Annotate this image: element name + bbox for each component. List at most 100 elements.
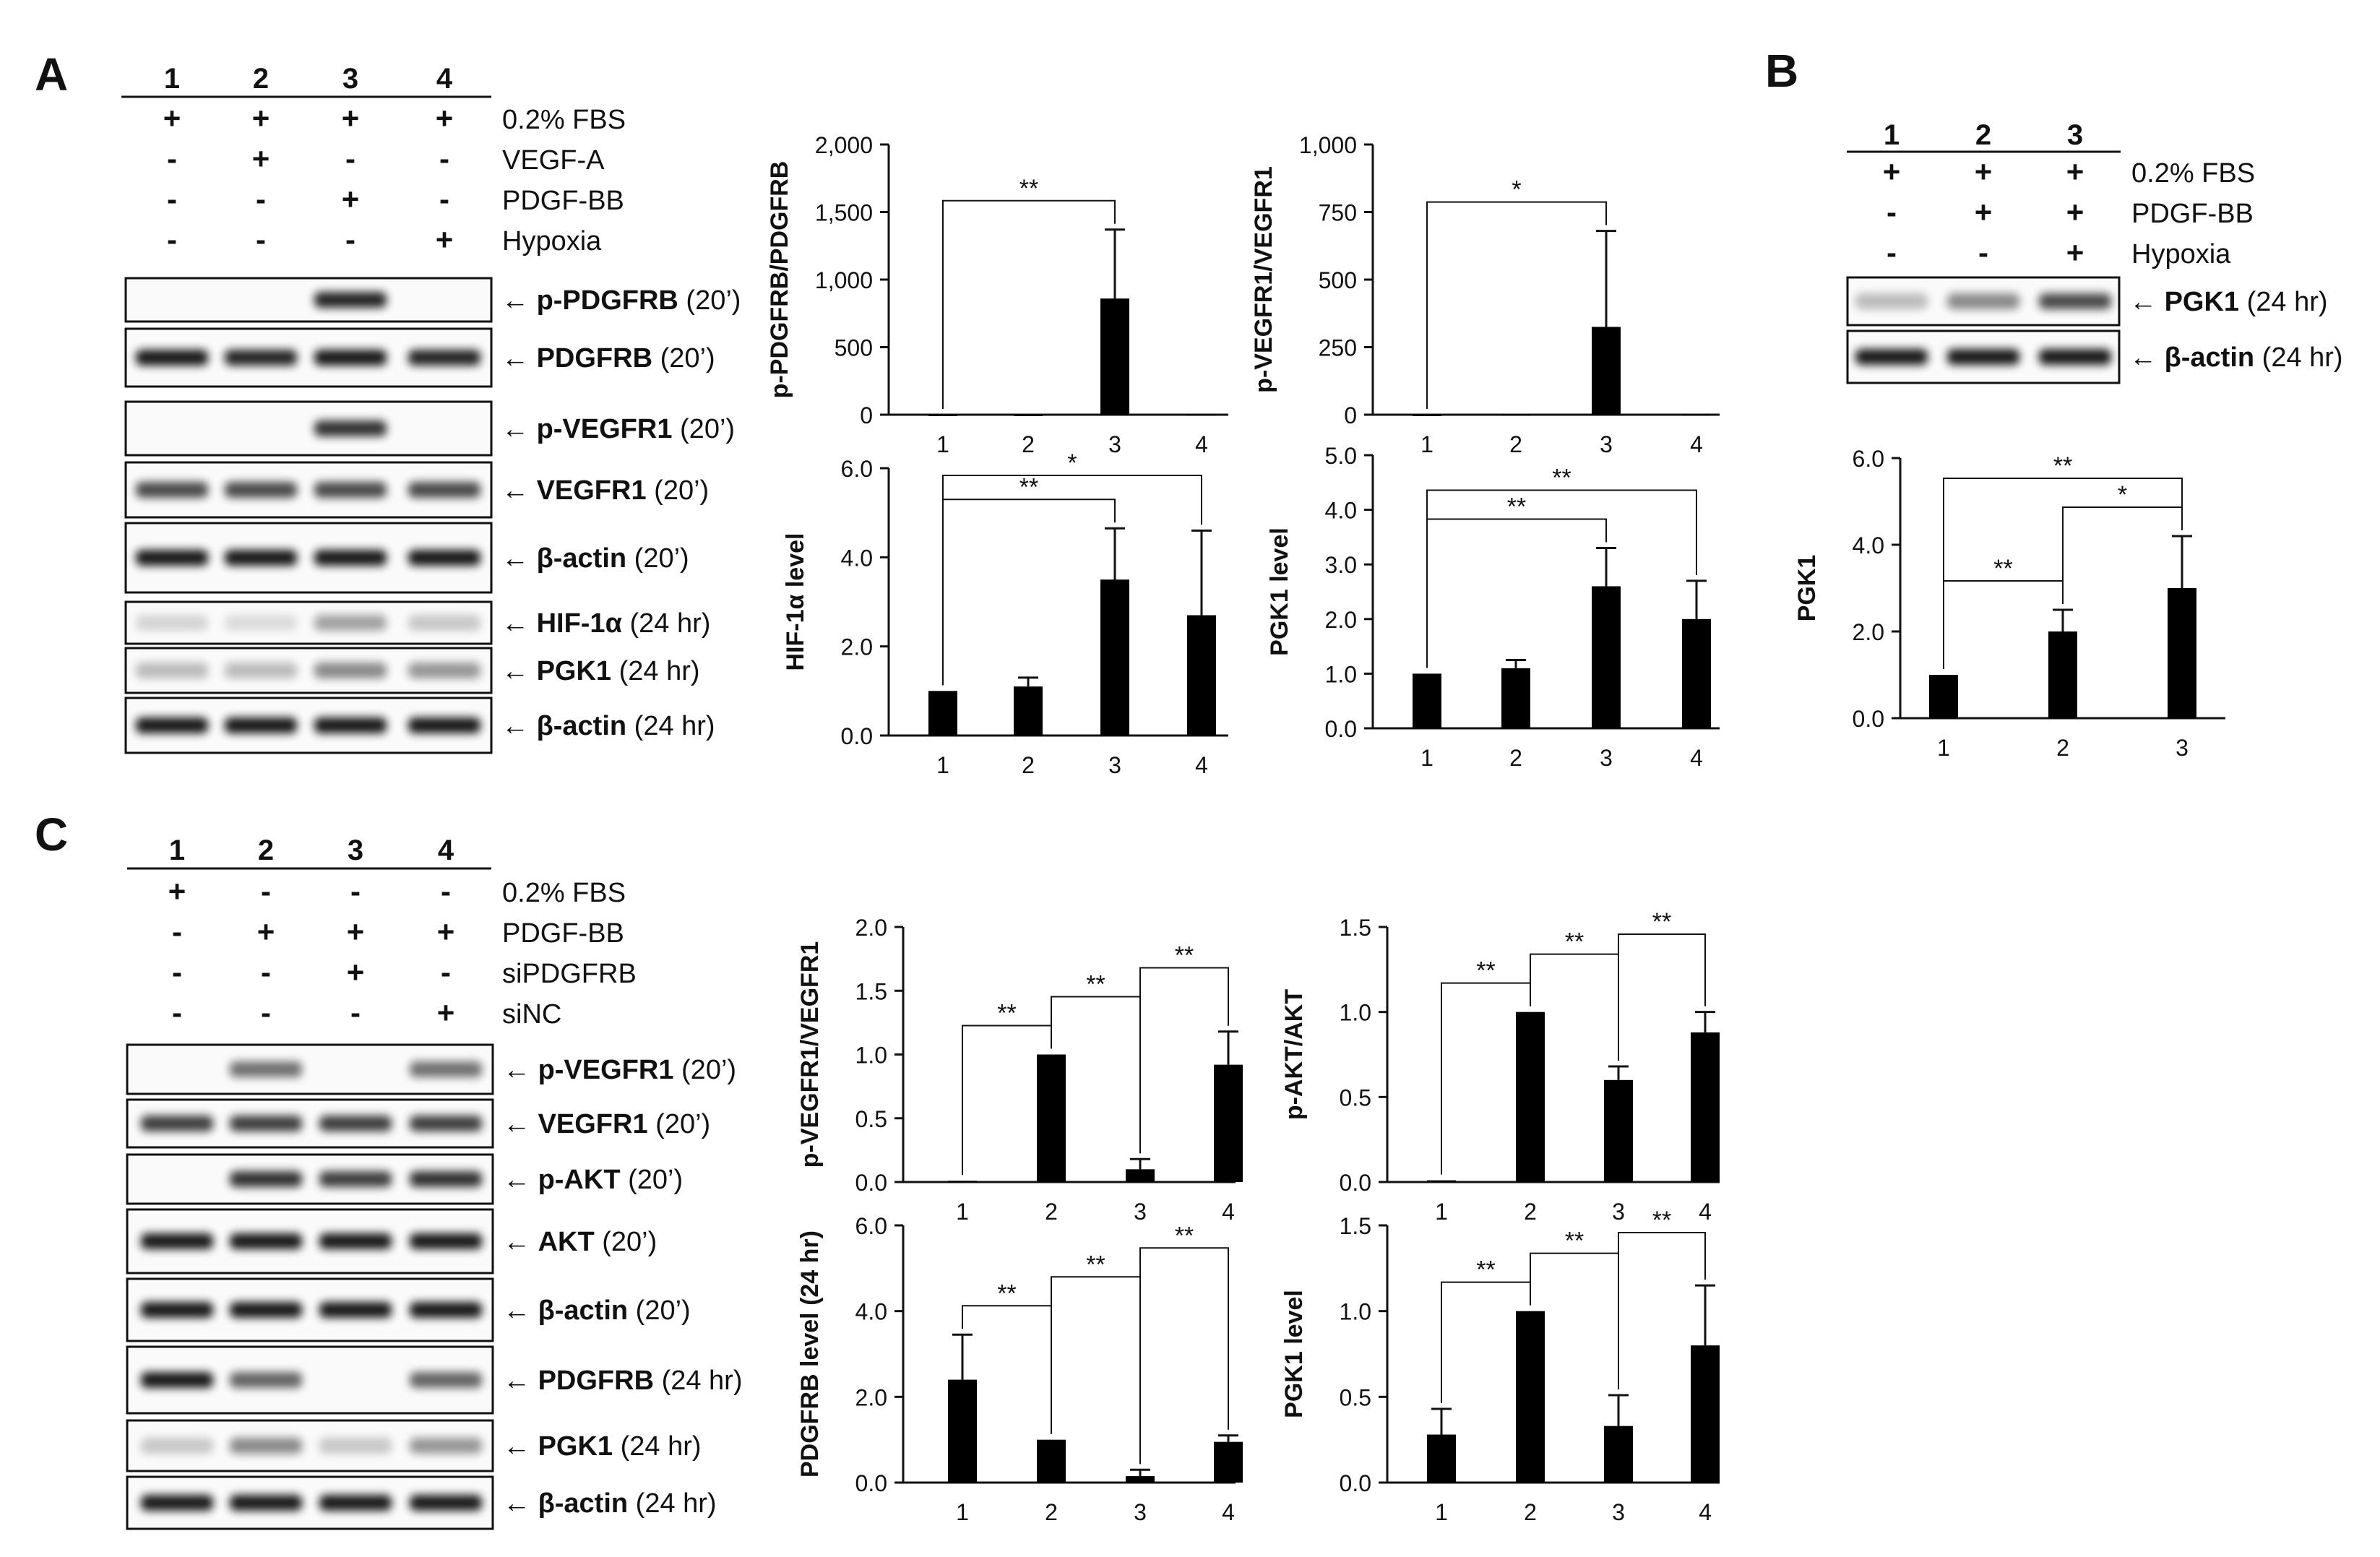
blot-band	[136, 550, 208, 566]
y-tick-label: 2.0	[855, 1384, 887, 1410]
treatment-sign: -	[350, 874, 361, 908]
bar	[1691, 1032, 1720, 1182]
y-tick-label: 250	[1319, 335, 1357, 361]
treatment-sign: +	[257, 915, 275, 949]
blot-band	[410, 1372, 482, 1388]
blot-band	[319, 1171, 392, 1187]
y-tick-label: 1.5	[1340, 1213, 1371, 1239]
treatment-sign: -	[1887, 236, 1897, 269]
treatment-sign: +	[436, 223, 454, 256]
bar	[948, 1379, 977, 1483]
bar	[1501, 668, 1530, 728]
x-tick-label: 3	[1612, 1199, 1625, 1225]
significance-bracket	[1426, 201, 1607, 409]
x-tick-label: 2	[1022, 752, 1035, 778]
bar	[1126, 1476, 1155, 1483]
blot-frame	[126, 1153, 494, 1205]
treatment-sign: +	[2066, 195, 2084, 229]
arrow-left-icon: ←	[503, 1109, 538, 1139]
time-point: (20’)	[673, 1055, 736, 1085]
time-point: (24 hr)	[2239, 287, 2327, 317]
y-axis-label: p-PDGFRB/PDGFRB	[766, 161, 793, 399]
significance-label: **	[1019, 473, 1038, 501]
y-tick-label: 2.0	[855, 915, 887, 941]
significance-label: **	[2053, 452, 2072, 480]
arrow-left-icon: ←	[503, 1227, 538, 1257]
blot-band	[319, 1233, 392, 1249]
treatment-name: siNC	[502, 999, 561, 1030]
bar-chart-a2: 0 250 500 750 1,000 p-VEGFR1/VEGFR1 1 2 3 4 *	[1250, 132, 1720, 457]
blot-label: ← β-actin (20’)	[503, 1295, 691, 1326]
blot-row: ← PGK1 (24 hr)	[124, 647, 700, 694]
significance-label: **	[1507, 493, 1526, 521]
x-tick-label: 1	[936, 752, 949, 778]
treatment-sign: -	[261, 996, 271, 1030]
y-tick-label: 0.5	[855, 1106, 887, 1132]
bar	[1592, 327, 1621, 415]
protein-name: PDGFRB	[537, 343, 652, 374]
treatment-sign: -	[439, 182, 449, 216]
blot-band	[1947, 349, 2019, 365]
x-tick-label: 3	[1108, 431, 1121, 457]
blot-label: ← VEGFR1 (20’)	[503, 1109, 710, 1139]
blot-band	[225, 350, 297, 366]
treatment-sign: -	[261, 955, 271, 989]
arrow-left-icon: ←	[501, 475, 537, 506]
treatment-sign: +	[437, 915, 455, 949]
treatment-sign: +	[347, 915, 365, 949]
blot-band	[230, 1171, 302, 1187]
blot-band	[225, 717, 297, 733]
significance-label: *	[1512, 176, 1521, 204]
panel-letter: B	[1765, 45, 1798, 97]
blot-band	[319, 1302, 392, 1318]
blot-band	[410, 1495, 482, 1511]
blot-row: ← VEGFR1 (20’)	[124, 461, 709, 519]
significance-label: **	[1019, 175, 1038, 202]
bar	[928, 691, 957, 736]
protein-name: β-actin	[538, 1488, 629, 1519]
bar	[1014, 415, 1043, 416]
protein-name: PGK1	[2165, 287, 2239, 317]
blot-label: ← PGK1 (24 hr)	[503, 1431, 702, 1462]
blot-band	[141, 1372, 213, 1388]
x-tick-label: 2	[1509, 431, 1522, 457]
time-point: (24 hr)	[611, 656, 699, 686]
bar	[1592, 586, 1621, 728]
x-tick-label: 3	[1612, 1499, 1625, 1525]
blot-label: ← AKT (20’)	[503, 1227, 657, 1257]
significance-label: **	[1565, 1228, 1584, 1255]
x-tick-label: 2	[1524, 1499, 1537, 1525]
blot-label: ← PGK1 (24 hr)	[2129, 287, 2328, 317]
x-tick-label: 3	[1108, 752, 1121, 778]
blot-label: ← PGK1 (24 hr)	[501, 656, 700, 686]
protein-name: AKT	[538, 1227, 595, 1257]
y-tick-label: 0.5	[1340, 1384, 1371, 1410]
blot-band	[141, 1116, 213, 1131]
bar-chart-a4: 0.0 1.0 2.0 3.0 4.0 5.0 PGK1 level 1 2 3 4 ** **	[1266, 443, 1720, 771]
blot-label: ← PDGFRB (20’)	[501, 343, 715, 374]
blot-band	[410, 1302, 482, 1318]
y-tick-label: 2.0	[1853, 619, 1884, 645]
bar	[1100, 579, 1129, 736]
blot-band	[141, 1302, 213, 1318]
blot-band	[314, 717, 387, 733]
y-axis-label: p-AKT/AKT	[1280, 989, 1308, 1121]
bar	[1604, 1079, 1633, 1182]
arrow-left-icon: ←	[501, 656, 537, 686]
y-tick-label: 1.0	[855, 1043, 887, 1069]
bar	[1187, 615, 1216, 736]
blot-label: ← β-actin (24 hr)	[2129, 342, 2343, 373]
blot-row: ← p-VEGFR1 (20’)	[126, 1043, 736, 1095]
treatment-sign: +	[347, 955, 365, 989]
blot-band	[408, 482, 480, 498]
blot-row: ← β-actin (24 hr)	[124, 696, 715, 754]
time-point: (20’)	[595, 1227, 657, 1257]
significance-bracket	[1943, 580, 2064, 669]
treatment-name: 0.2% FBS	[2131, 158, 2255, 189]
y-axis-label: PGK1 level	[1266, 527, 1293, 656]
y-axis-label: PDGFRB level (24 hr)	[796, 1230, 824, 1478]
x-tick-label: 3	[1134, 1199, 1147, 1225]
time-point: (24 hr)	[613, 1431, 701, 1462]
treatment-name: PDGF-BB	[502, 918, 624, 949]
y-tick-label: 6.0	[855, 1213, 887, 1239]
